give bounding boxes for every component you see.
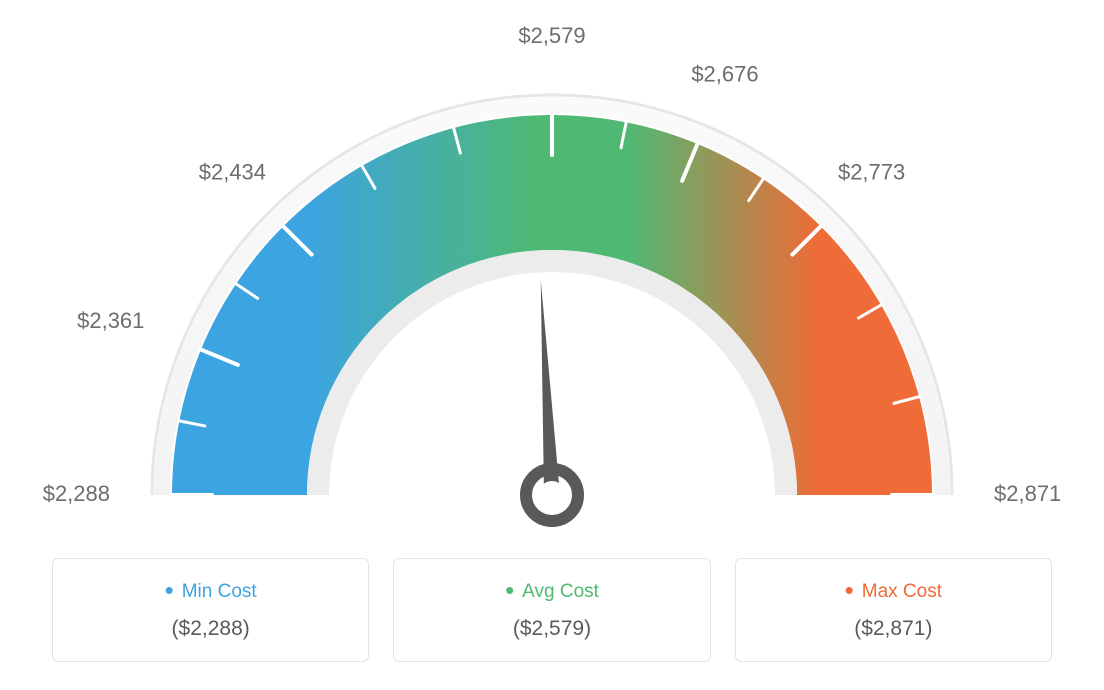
summary-cards: Min Cost ($2,288) Avg Cost ($2,579) Max … <box>52 558 1052 662</box>
max-cost-card: Max Cost ($2,871) <box>735 558 1052 662</box>
avg-cost-card: Avg Cost ($2,579) <box>393 558 710 662</box>
svg-text:$2,579: $2,579 <box>518 23 585 48</box>
max-cost-label: Max Cost <box>746 581 1041 603</box>
gauge-svg: $2,288 $2,361 $2,434 $2,579 $2,676 $2,773 $2,8… <box>22 0 1082 540</box>
min-cost-value: ($2,288) <box>63 617 358 641</box>
min-cost-card: Min Cost ($2,288) <box>52 558 369 662</box>
svg-text:$2,434: $2,434 <box>199 159 266 184</box>
svg-text:$2,676: $2,676 <box>691 61 758 86</box>
svg-text:$2,871: $2,871 <box>994 481 1061 506</box>
svg-text:$2,288: $2,288 <box>43 481 110 506</box>
avg-cost-label: Avg Cost <box>404 581 699 603</box>
max-cost-value: ($2,871) <box>746 617 1041 641</box>
svg-text:$2,361: $2,361 <box>77 308 144 333</box>
avg-cost-value: ($2,579) <box>404 617 699 641</box>
svg-text:$2,773: $2,773 <box>838 159 905 184</box>
gauge-chart: $2,288 $2,361 $2,434 $2,579 $2,676 $2,773 $2,8… <box>22 0 1082 540</box>
min-cost-label: Min Cost <box>63 581 358 603</box>
